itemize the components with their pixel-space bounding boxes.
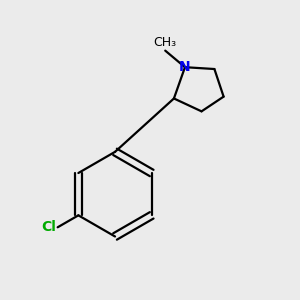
Text: CH₃: CH₃ <box>154 36 177 49</box>
Text: N: N <box>179 60 191 74</box>
Text: Cl: Cl <box>41 220 56 234</box>
